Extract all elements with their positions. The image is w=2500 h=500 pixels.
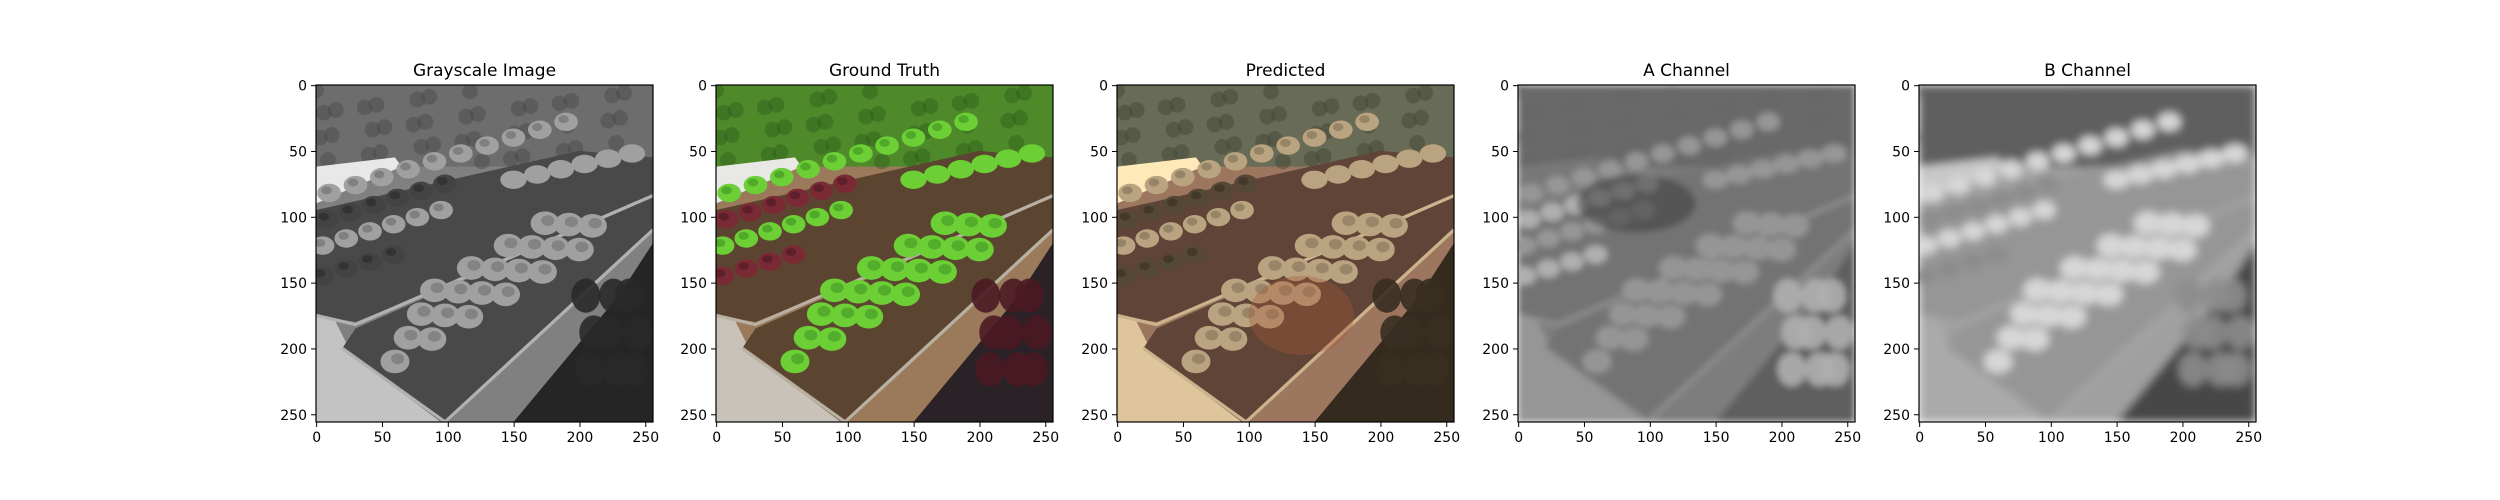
x-tick-label: 50 [374, 430, 392, 446]
y-tick-label: 100 [1883, 210, 1910, 226]
y-tick-label: 250 [1482, 408, 1509, 424]
x-tick-label: 0 [712, 430, 721, 446]
photo-grayscale-lettuce-garden [316, 85, 653, 422]
y-tick-label: 200 [1883, 342, 1910, 358]
y-tick-label: 150 [680, 276, 707, 292]
photo-a-channel-map [1518, 85, 1855, 422]
x-tick-label: 100 [2038, 430, 2065, 446]
x-tick-label: 250 [1032, 430, 1059, 446]
panel-pred: Predicted 0 0 50 50 100 100 150 150 200 200 250 250 [1081, 61, 1460, 446]
panel-gray: Grayscale Image 0 0 50 50 100 100 150 150 200 200 2… [280, 61, 659, 446]
x-tick-label: 200 [567, 430, 594, 446]
y-tick-label: 100 [280, 210, 307, 226]
x-tick-label: 50 [1977, 430, 1995, 446]
y-tick-label: 100 [1482, 210, 1509, 226]
y-tick-label: 250 [1883, 408, 1910, 424]
y-tick-label: 50 [1090, 144, 1108, 160]
x-tick-label: 0 [1514, 430, 1523, 446]
axes-frame-pred [1116, 84, 1455, 423]
y-tick-label: 250 [1081, 408, 1108, 424]
y-tick-label: 100 [680, 210, 707, 226]
panel-title-truth: Ground Truth [829, 61, 940, 81]
x-tick-label: 100 [835, 430, 862, 446]
y-tick-label: 50 [1491, 144, 1509, 160]
x-tick-label: 150 [501, 430, 528, 446]
panel-truth: Ground Truth 0 0 50 50 100 100 150 150 200 200 250 2… [680, 61, 1059, 446]
x-tick-label: 250 [632, 430, 659, 446]
y-tick-label: 250 [280, 408, 307, 424]
y-tick-label: 50 [1892, 144, 1910, 160]
y-tick-label: 0 [298, 79, 307, 95]
x-tick-label: 0 [1113, 430, 1122, 446]
x-tick-label: 200 [1368, 430, 1395, 446]
x-tick-label: 150 [901, 430, 928, 446]
x-tick-label: 100 [435, 430, 462, 446]
y-tick-label: 50 [289, 144, 307, 160]
panel-title-pred: Predicted [1246, 61, 1326, 81]
y-tick-label: 0 [1099, 79, 1108, 95]
y-tick-label: 200 [1081, 342, 1108, 358]
photo-color-lettuce-garden [716, 85, 1053, 422]
y-tick-label: 0 [1901, 79, 1910, 95]
photo-predicted-lettuce-garden [1117, 85, 1454, 422]
panel-title-achan: A Channel [1643, 61, 1730, 81]
x-tick-label: 150 [1302, 430, 1329, 446]
x-tick-label: 200 [2170, 430, 2197, 446]
y-tick-label: 150 [1081, 276, 1108, 292]
x-tick-label: 50 [1576, 430, 1594, 446]
y-tick-label: 150 [1883, 276, 1910, 292]
photo-b-channel-map [1919, 85, 2256, 422]
y-tick-label: 100 [1081, 210, 1108, 226]
y-tick-label: 0 [1500, 79, 1509, 95]
axes-frame-bchan [1918, 84, 2257, 423]
panel-achan: A Channel 0 0 50 50 100 100 150 150 200 200 250 250 [1482, 61, 1861, 446]
x-tick-label: 0 [1915, 430, 1924, 446]
x-tick-label: 0 [312, 430, 321, 446]
axes-frame-gray [315, 84, 654, 423]
x-tick-label: 250 [1433, 430, 1460, 446]
x-tick-label: 150 [1703, 430, 1730, 446]
y-tick-label: 0 [698, 79, 707, 95]
x-tick-label: 200 [1769, 430, 1796, 446]
x-tick-label: 200 [967, 430, 994, 446]
x-tick-label: 50 [774, 430, 792, 446]
y-tick-label: 150 [1482, 276, 1509, 292]
y-tick-label: 200 [680, 342, 707, 358]
x-tick-label: 150 [2104, 430, 2131, 446]
x-tick-label: 250 [2235, 430, 2262, 446]
y-tick-label: 200 [1482, 342, 1509, 358]
x-tick-label: 250 [1834, 430, 1861, 446]
x-tick-label: 100 [1637, 430, 1664, 446]
panel-title-gray: Grayscale Image [413, 61, 556, 81]
panel-title-bchan: B Channel [2044, 61, 2131, 81]
y-tick-label: 250 [680, 408, 707, 424]
panel-bchan: B Channel 0 0 50 50 100 100 150 150 200 200 250 250 [1883, 61, 2262, 446]
x-tick-label: 50 [1175, 430, 1193, 446]
y-tick-label: 50 [689, 144, 707, 160]
y-tick-label: 150 [280, 276, 307, 292]
x-tick-label: 100 [1236, 430, 1263, 446]
y-tick-label: 200 [280, 342, 307, 358]
axes-frame-truth [715, 84, 1054, 423]
axes-frame-achan [1517, 84, 1856, 423]
